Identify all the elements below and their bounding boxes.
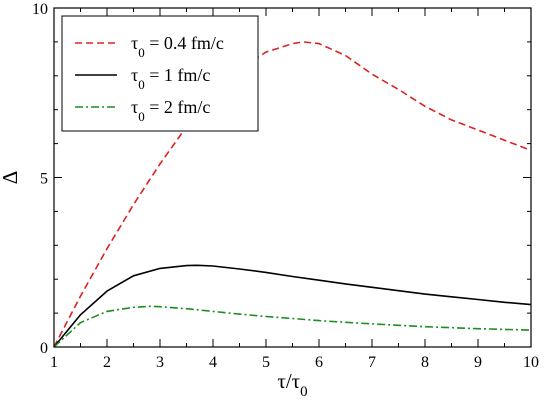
- legend-box: [61, 15, 259, 132]
- series-line-0: [53, 41, 532, 348]
- legend-label-0: τ0 = 0.4 fm/c: [131, 33, 224, 60]
- series-line-2: [53, 305, 532, 348]
- y-tick-label: 0: [40, 340, 48, 357]
- x-tick-label: 5: [262, 354, 270, 371]
- x-tick-label: 9: [474, 354, 482, 371]
- y-tick-label: 10: [32, 1, 48, 18]
- x-tick-label: 2: [103, 354, 111, 371]
- x-tick-label: 10: [523, 354, 539, 371]
- legend-label-1: τ0 = 1 fm/c: [131, 65, 210, 92]
- series-line-1: [53, 264, 532, 348]
- x-tick-label: 4: [209, 354, 217, 371]
- y-axis-label: Δ: [0, 171, 22, 185]
- legend-label-2: τ0 = 2 fm/c: [131, 97, 210, 124]
- legend: τ0 = 0.4 fm/c τ0 = 1 fm/c τ0 = 2 fm/c: [61, 15, 259, 132]
- x-tick-label: 8: [421, 354, 429, 371]
- series-layer: [53, 41, 532, 348]
- y-tick-label: 5: [40, 171, 48, 188]
- x-tick-label: 3: [156, 354, 164, 371]
- x-tick-label: 1: [50, 354, 58, 371]
- x-tick-label: 6: [315, 354, 323, 371]
- x-tick-label: 7: [368, 354, 376, 371]
- plot-frame: [53, 7, 532, 348]
- x-axis-label: τ/τ0: [277, 369, 307, 400]
